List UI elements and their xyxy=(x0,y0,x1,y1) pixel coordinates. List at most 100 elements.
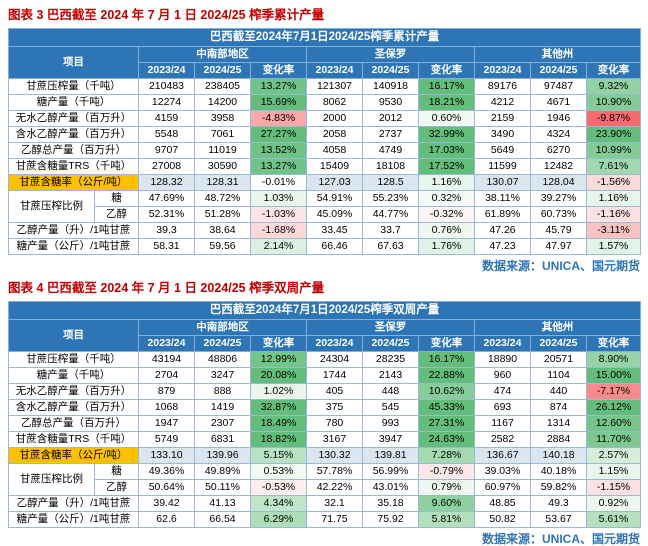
value-cell: 136.67 xyxy=(474,447,531,464)
value-cell: 6270 xyxy=(530,142,587,159)
change-rate-cell: 5.81% xyxy=(418,511,475,528)
value-cell: 1068 xyxy=(138,399,195,416)
change-rate-cell: 27.31% xyxy=(418,415,475,432)
value-cell: 9707 xyxy=(138,142,195,159)
value-cell: 210483 xyxy=(138,78,195,95)
value-cell: 51.28% xyxy=(194,206,251,223)
subitem-label-cell: 糖 xyxy=(94,190,139,207)
change-rate-cell: 13.27% xyxy=(250,158,307,175)
value-cell: 2058 xyxy=(306,126,363,143)
subitem-label-cell: 乙醇 xyxy=(94,479,139,496)
change-rate-cell: 6.29% xyxy=(250,511,307,528)
value-cell: 61.89% xyxy=(474,206,531,223)
change-rate-cell: 5.15% xyxy=(250,447,307,464)
change-rate-cell: 26.12% xyxy=(585,399,642,416)
figure4-title: 图表 4 巴西截至 2024 年 7 月 1 日 2024/25 榨季双周产量 xyxy=(8,281,325,295)
value-cell: 2737 xyxy=(362,126,419,143)
value-cell: 3490 xyxy=(474,126,531,143)
table-row: 甘蔗含糖量TRS（千吨） 5749 6831 18.82% 3167 3947 24.63%… xyxy=(8,431,642,448)
change-rate-cell: 45.33% xyxy=(418,399,475,416)
change-rate-cell: 8.90% xyxy=(585,351,642,368)
value-cell: 6831 xyxy=(194,431,251,448)
table-row: 无水乙醇产量（百万升） 879 888 1.02% 405 448 10.62% 474 440… xyxy=(8,383,642,400)
value-cell: 3247 xyxy=(194,367,251,384)
change-rate-cell: 27.27% xyxy=(250,126,307,143)
change-rate-cell: 1.15% xyxy=(585,463,642,480)
figure3-title: 图表 3 巴西截至 2024 年 7 月 1 日 2024/25 榨季累计产量 xyxy=(8,8,325,22)
change-rate-cell: -3.11% xyxy=(585,222,642,239)
value-cell: 39.3 xyxy=(138,222,195,239)
change-rate-cell: 1.16% xyxy=(418,174,475,191)
change-rate-cell: 1.03% xyxy=(250,190,307,207)
region-header: 圣保罗 xyxy=(306,319,475,336)
change-rate-cell: -0.53% xyxy=(250,479,307,496)
value-cell: 48806 xyxy=(194,351,251,368)
table-row: 甘蔗压榨量（千吨） 43194 48806 12.99% 24304 28235 16.17… xyxy=(8,351,642,368)
change-rate-cell: 22.88% xyxy=(418,367,475,384)
value-cell: 18108 xyxy=(362,158,419,175)
value-cell: 1314 xyxy=(530,415,587,432)
value-cell: 888 xyxy=(194,383,251,400)
change-rate-cell: 1.02% xyxy=(250,383,307,400)
region-header: 其他州 xyxy=(473,319,642,336)
group-label-cell: 甘蔗压榨比例 xyxy=(8,463,95,496)
value-cell: 2159 xyxy=(474,110,531,127)
value-cell: 49.36% xyxy=(138,463,195,480)
change-rate-cell: 0.76% xyxy=(418,222,475,239)
value-cell: 1946 xyxy=(530,110,587,127)
item-label-cell: 乙醇总产量（百万升） xyxy=(8,142,139,159)
item-label-cell: 无水乙醇产量（百万升） xyxy=(8,110,139,127)
table-row: 甘蔗压榨比例糖 49.36% 49.89% 0.53% 57.78% 56.99% -0.7… xyxy=(8,463,642,496)
value-cell: 60.97% xyxy=(474,479,531,496)
change-rate-cell: -7.17% xyxy=(585,383,642,400)
table-row: 乙醇 50.64% 50.11% -0.53% 42.22% 43.01% 0.79% 60.… xyxy=(9,479,642,496)
value-cell: 66.46 xyxy=(306,238,363,255)
value-cell: 48.72% xyxy=(194,190,251,207)
value-cell: 4212 xyxy=(474,94,531,111)
change-rate-cell: 0.92% xyxy=(585,495,642,512)
item-column-header: 项目 xyxy=(8,319,139,352)
value-cell: 33.45 xyxy=(306,222,363,239)
value-cell: 52.31% xyxy=(138,206,195,223)
change-rate-cell: -1.16% xyxy=(585,206,642,223)
table-row: 甘蔗压榨比例糖 47.69% 48.72% 1.03% 54.91% 55.23% 0.32… xyxy=(8,190,642,223)
value-cell: 133.10 xyxy=(138,447,195,464)
period-header: 变化率 xyxy=(585,335,642,352)
value-cell: 47.26 xyxy=(474,222,531,239)
value-cell: 5749 xyxy=(138,431,195,448)
region-header: 中南部地区 xyxy=(138,319,307,336)
period-header: 变化率 xyxy=(418,62,475,79)
change-rate-cell: 10.90% xyxy=(585,94,642,111)
value-cell: 49.3 xyxy=(530,495,587,512)
subitem-label-cell: 糖 xyxy=(94,463,139,480)
table-row: 甘蔗含糖率（公斤/吨） 133.10 139.96 5.15% 130.32 139.81… xyxy=(8,447,642,464)
value-cell: 405 xyxy=(306,383,363,400)
change-rate-cell: 24.63% xyxy=(418,431,475,448)
change-rate-cell: 0.53% xyxy=(250,463,307,480)
change-rate-cell: 9.60% xyxy=(418,495,475,512)
value-cell: 45.79 xyxy=(530,222,587,239)
period-header: 变化率 xyxy=(418,335,475,352)
value-cell: 545 xyxy=(362,399,419,416)
table-row: 乙醇 52.31% 51.28% -1.03% 45.09% 44.77% -0.32% 61… xyxy=(9,206,642,223)
change-rate-cell: -1.68% xyxy=(250,222,307,239)
item-label-cell: 糖产量（公斤）/1吨甘蔗 xyxy=(8,238,139,255)
value-cell: 2012 xyxy=(362,110,419,127)
table-row: 乙醇产量（升）/1吨甘蔗 39.42 41.13 4.34% 32.1 35.18 9.60… xyxy=(8,495,642,512)
value-cell: 140.18 xyxy=(530,447,587,464)
change-rate-cell: 18.49% xyxy=(250,415,307,432)
group-label-cell: 甘蔗压榨比例 xyxy=(8,190,95,223)
table-row: 含水乙醇产量（百万升） 1068 1419 32.87% 375 545 45.33% 693… xyxy=(8,399,642,416)
value-cell: 43.01% xyxy=(362,479,419,496)
value-cell: 2704 xyxy=(138,367,195,384)
table-row: 糖产量（千吨） 12274 14200 15.69% 8062 9530 18.21% 421… xyxy=(8,94,642,111)
change-rate-cell: 1.16% xyxy=(585,190,642,207)
change-rate-cell: 13.52% xyxy=(250,142,307,159)
value-cell: 43194 xyxy=(138,351,195,368)
value-cell: 32.1 xyxy=(306,495,363,512)
value-cell: 1744 xyxy=(306,367,363,384)
value-cell: 15409 xyxy=(306,158,363,175)
value-cell: 57.78% xyxy=(306,463,363,480)
change-rate-cell: 18.21% xyxy=(418,94,475,111)
item-label-cell: 甘蔗含糖率（公斤/吨） xyxy=(8,447,139,464)
